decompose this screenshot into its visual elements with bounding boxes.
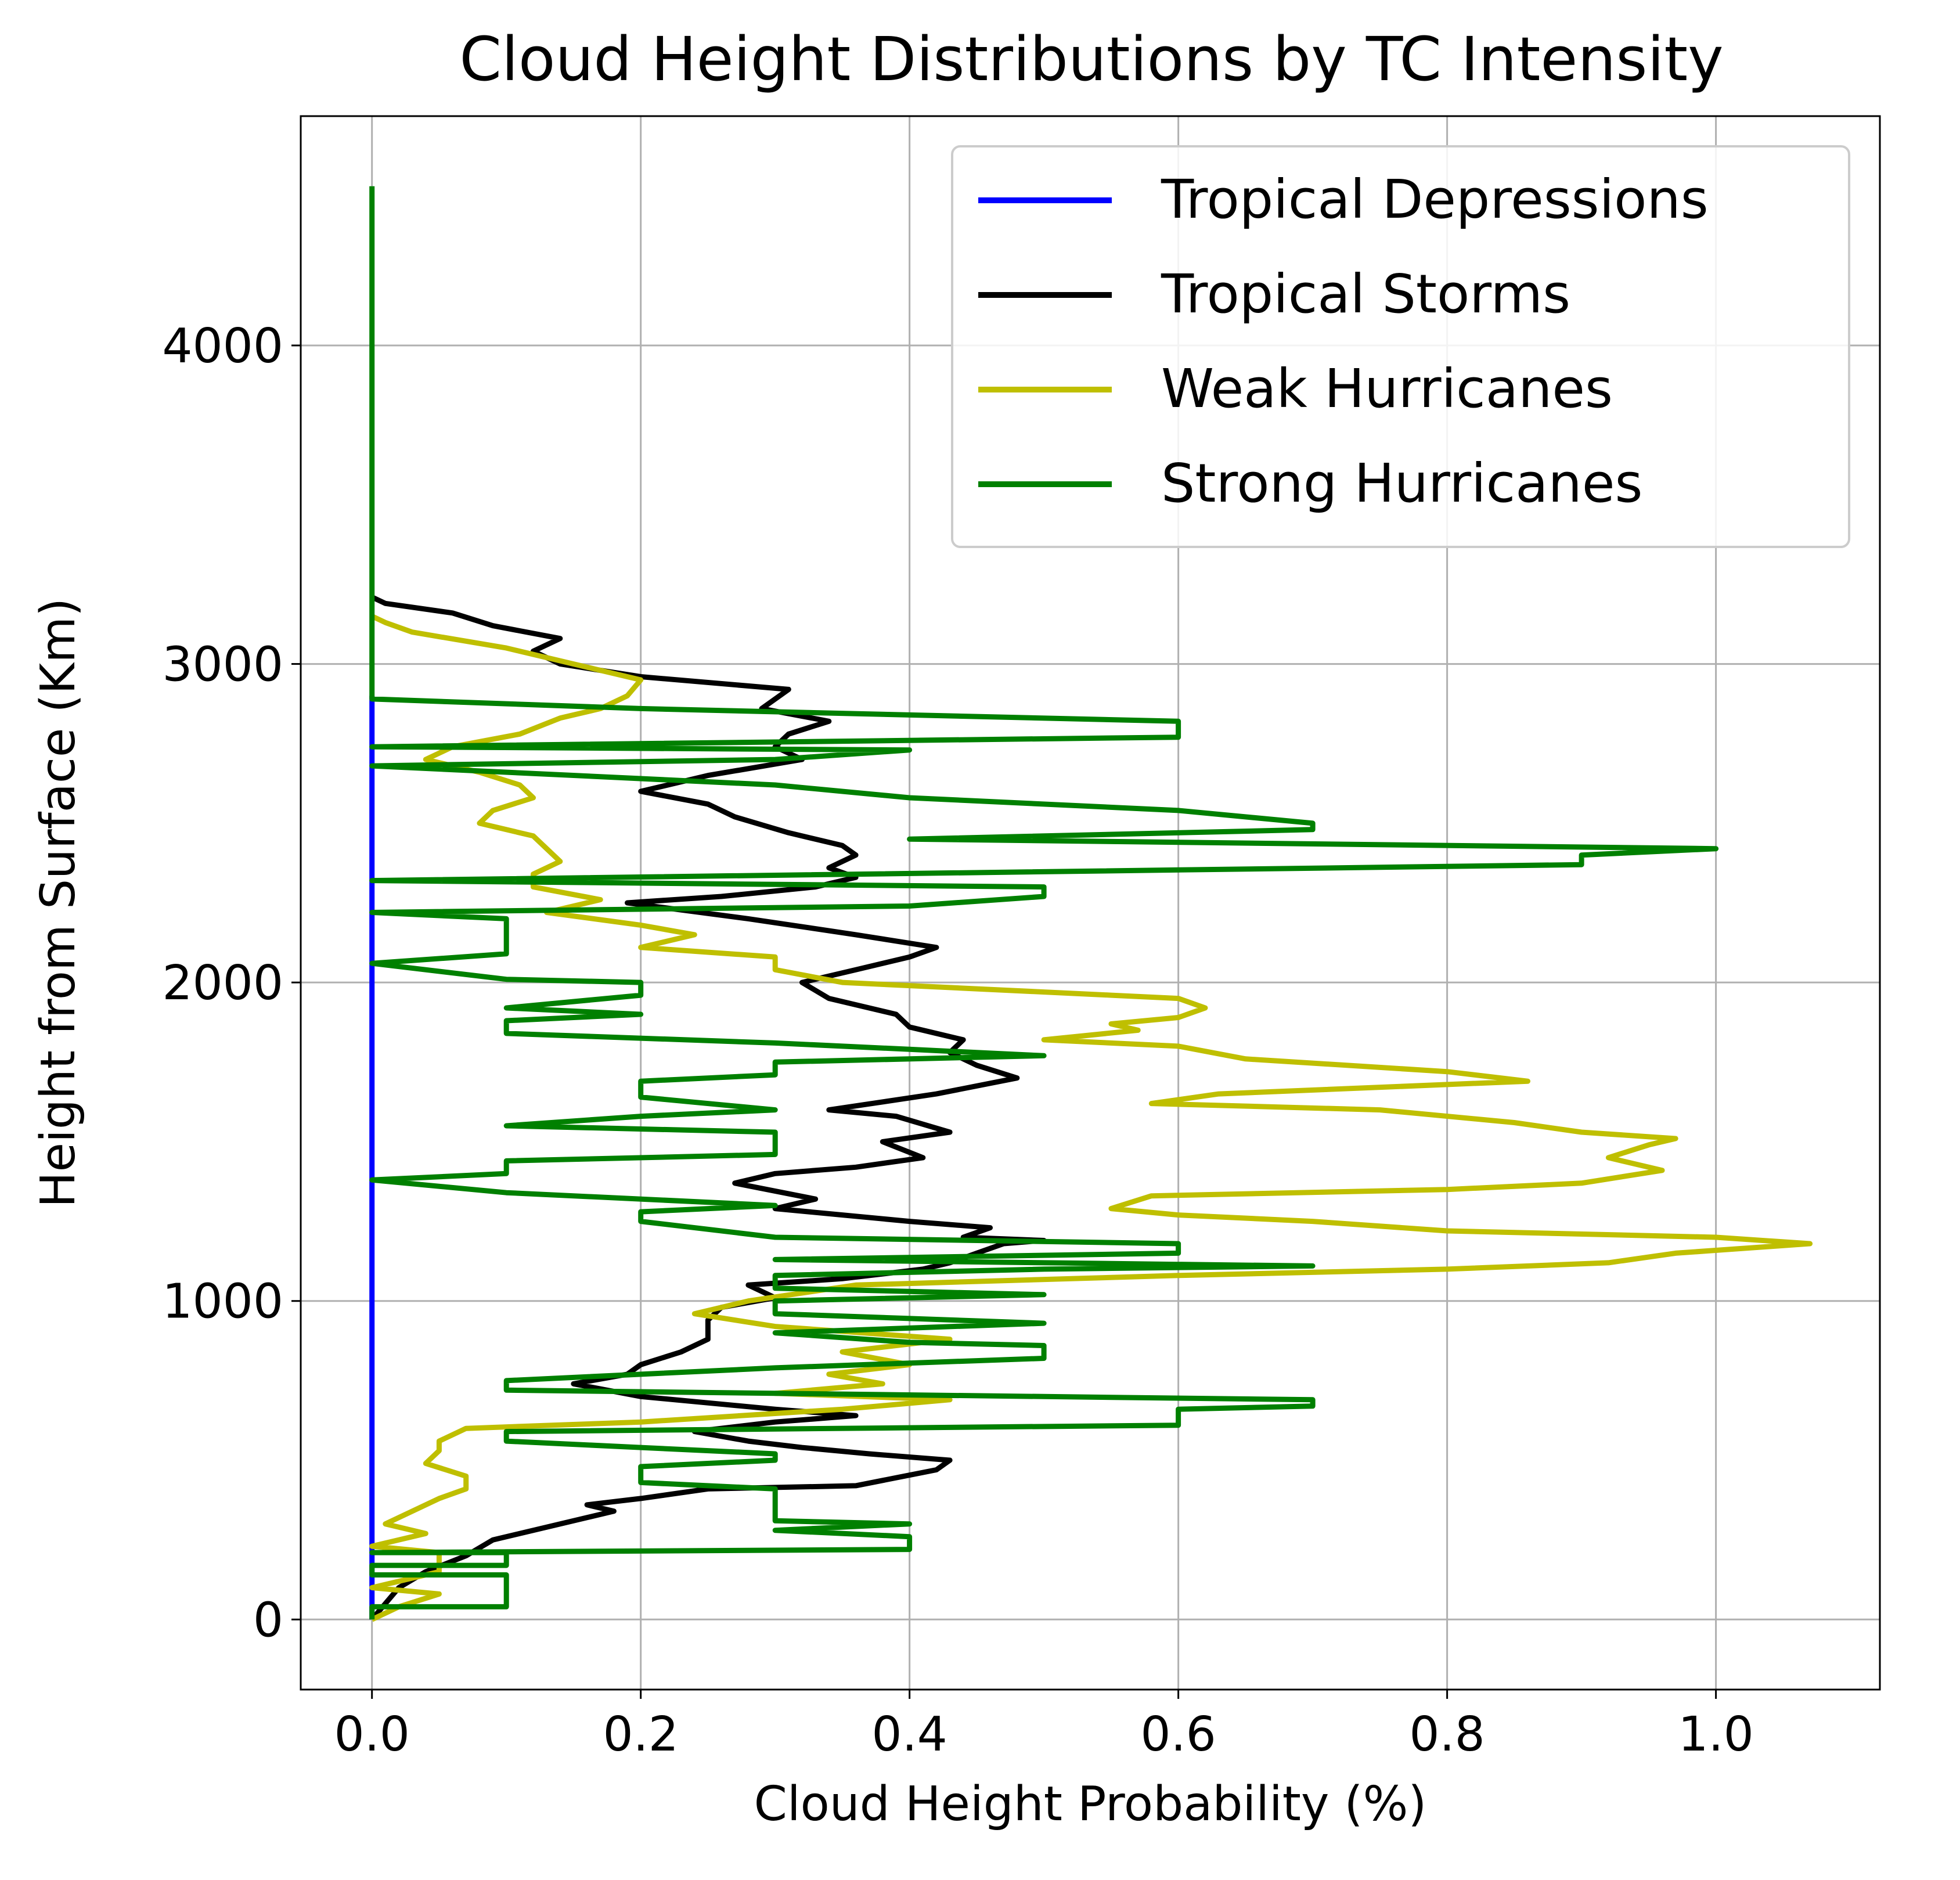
y-axis-ticks: 0 1000 2000 3000 4000 xyxy=(162,319,301,1648)
series-lines xyxy=(369,186,1813,1622)
series-line-strong-hurricanes xyxy=(369,186,1719,1620)
chart-title: Cloud Height Distributions by TC Intensi… xyxy=(459,24,1723,95)
y-tick-label: 1000 xyxy=(162,1274,283,1330)
series-line-tropical-storms xyxy=(370,595,1047,1622)
legend-label: Tropical Depressions xyxy=(1161,168,1709,231)
x-tick-label: 0.0 xyxy=(334,1707,409,1762)
x-tick-label: 0.4 xyxy=(871,1707,947,1762)
x-tick-label: 1.0 xyxy=(1678,1707,1753,1762)
legend-label: Weak Hurricanes xyxy=(1161,358,1613,420)
series-line-weak-hurricanes xyxy=(369,614,1813,1622)
y-axis-label: Height from Surface (Km) xyxy=(31,598,86,1208)
x-tick-label: 0.6 xyxy=(1140,1707,1216,1762)
legend: Tropical Depressions Tropical Storms Weak … xyxy=(951,145,1850,548)
plot-frame xyxy=(300,115,1881,1691)
x-axis-ticks: 0.0 0.2 0.4 0.6 0.8 1.0 xyxy=(334,1690,1754,1762)
y-tick-label: 3000 xyxy=(162,638,283,693)
y-tick-label: 4000 xyxy=(162,319,283,374)
y-tick-label: 0 xyxy=(253,1593,283,1648)
x-tick-label: 0.2 xyxy=(603,1707,678,1762)
x-tick-label: 0.8 xyxy=(1409,1707,1485,1762)
legend-box xyxy=(951,145,1850,548)
legend-entries: Tropical Depressions Tropical Storms Weak … xyxy=(978,168,1709,514)
legend-label: Tropical Storms xyxy=(1161,263,1570,325)
x-axis-label: Cloud Height Probability (%) xyxy=(754,1777,1427,1832)
legend-label: Strong Hurricanes xyxy=(1161,452,1642,514)
y-tick-label: 2000 xyxy=(162,956,283,1011)
